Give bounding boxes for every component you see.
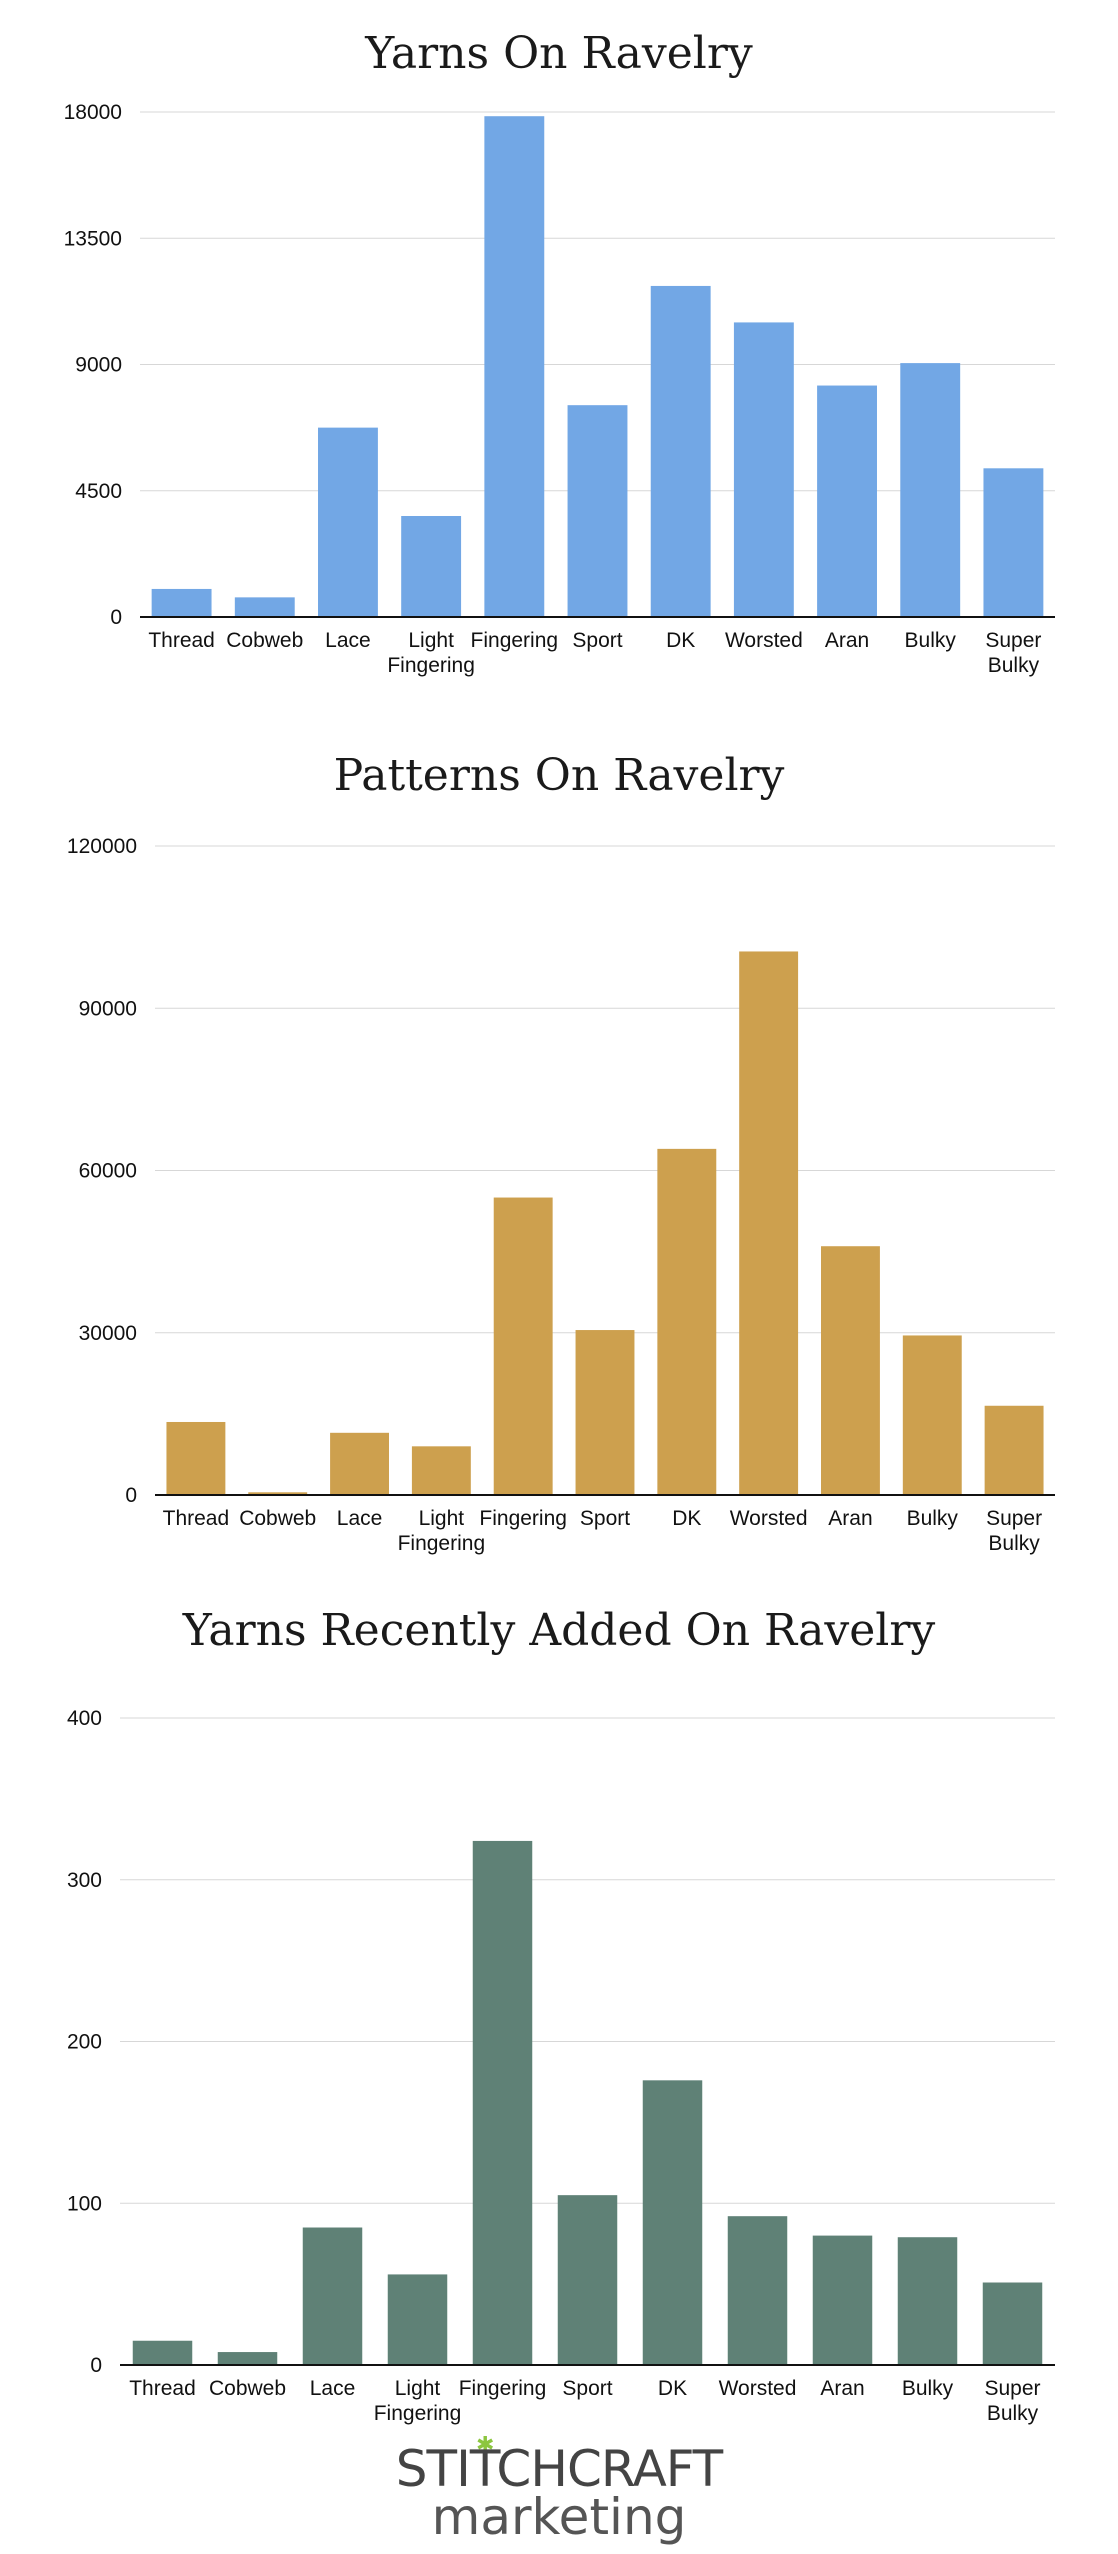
x-tick-label: Cobweb [226,629,303,652]
bar [733,322,794,617]
x-tick-label: Super Bulky [985,629,1041,677]
bar [567,405,628,617]
y-tick-label: 90000 [79,997,137,1020]
x-tick-label: Bulky [905,629,957,652]
bar [330,1432,389,1495]
bar [151,588,212,617]
x-tick-label: Fingering [479,1507,567,1530]
y-tick-label: 0 [90,2354,102,2377]
bar [401,516,462,617]
bar [650,285,711,617]
y-tick-label: 0 [125,1484,137,1507]
bar [739,951,799,1495]
bar [727,2216,788,2365]
x-tick-label: Light Fingering [387,629,475,677]
y-tick-label: 30000 [79,1322,137,1345]
y-tick-label: 300 [67,1869,102,1892]
x-tick-label: Fingering [459,2377,547,2400]
x-tick-label: Super Bulky [984,2377,1040,2425]
y-tick-label: 18000 [64,101,122,124]
x-tick-label: Lace [337,1507,383,1530]
bar [983,468,1044,617]
x-tick-label: Sport [572,629,622,652]
y-tick-label: 0 [110,606,122,629]
y-tick-label: 13500 [64,227,122,250]
x-tick-label: Lace [310,2377,356,2400]
bar [166,1421,226,1495]
y-tick-label: 200 [67,2031,102,2054]
logo-text-top: STITCHCRAFT [395,2440,723,2498]
x-tick-label: DK [658,2377,687,2400]
bar [484,116,545,617]
y-tick-label: 4500 [75,480,122,503]
logo-text-bottom: marketing [431,2488,687,2546]
stitchcraft-logo: ✱ STITCHCRAFT marketing [0,2432,1118,2550]
x-tick-label: Bulky [907,1507,959,1530]
x-tick-label: Light Fingering [374,2377,462,2425]
bar [217,2352,278,2365]
y-tick-label: 100 [67,2192,102,2215]
x-tick-label: Aran [820,2377,864,2400]
chart-title: Yarns Recently Added On Ravelry [182,1605,936,1656]
x-tick-label: Cobweb [239,1507,316,1530]
bar [387,2274,448,2365]
bar [557,2195,618,2365]
x-tick-label: Aran [828,1507,872,1530]
x-tick-label: Worsted [725,629,803,652]
y-tick-label: 400 [67,1707,102,1730]
bar [897,2237,958,2365]
x-tick-label: Thread [163,1507,230,1530]
y-tick-label: 9000 [75,354,122,377]
bar [982,2282,1043,2365]
x-tick-label: Super Bulky [986,1507,1042,1555]
star-icon: ✱ [476,2432,495,2457]
x-tick-label: Fingering [471,629,559,652]
x-tick-label: Light Fingering [398,1507,486,1555]
x-tick-label: Worsted [730,1507,808,1530]
chart-title: Patterns On Ravelry [333,750,785,801]
x-tick-label: Cobweb [209,2377,286,2400]
chart-title: Yarns On Ravelry [365,28,753,79]
bar [900,363,961,617]
bar [411,1446,471,1495]
bar [132,2340,193,2365]
x-tick-label: Thread [148,629,215,652]
bar [984,1405,1044,1495]
bar [657,1148,717,1495]
x-tick-label: DK [666,629,695,652]
x-tick-label: DK [672,1507,701,1530]
x-tick-label: Aran [825,629,869,652]
bar [642,2080,703,2365]
y-tick-label: 60000 [79,1160,137,1183]
bar [234,597,295,617]
x-tick-label: Bulky [902,2377,954,2400]
bar [812,2235,873,2365]
bar [817,385,877,617]
x-tick-label: Sport [580,1507,630,1530]
x-tick-label: Sport [562,2377,612,2400]
x-tick-label: Worsted [719,2377,797,2400]
bar [472,1840,533,2365]
bar [493,1197,553,1495]
x-tick-label: Thread [129,2377,196,2400]
x-tick-label: Lace [325,629,371,652]
bar [318,427,378,617]
bar [575,1330,635,1495]
bar [248,1492,308,1495]
bar [821,1246,880,1495]
bar [302,2227,363,2365]
patterns-bar-chart: 0 30000 60000 90000 120000 Thread Cobweb Lace Li… [67,835,1055,1555]
recent-yarns-bar-chart: 0 100 200 300 400 Thread Cobweb Lace Light Finger… [67,1707,1055,2425]
yarns-bar-chart: 0 4500 9000 13500 18000 Thread Cobweb Lace Light… [64,101,1055,677]
y-tick-label: 120000 [67,835,137,858]
bar [902,1335,962,1495]
